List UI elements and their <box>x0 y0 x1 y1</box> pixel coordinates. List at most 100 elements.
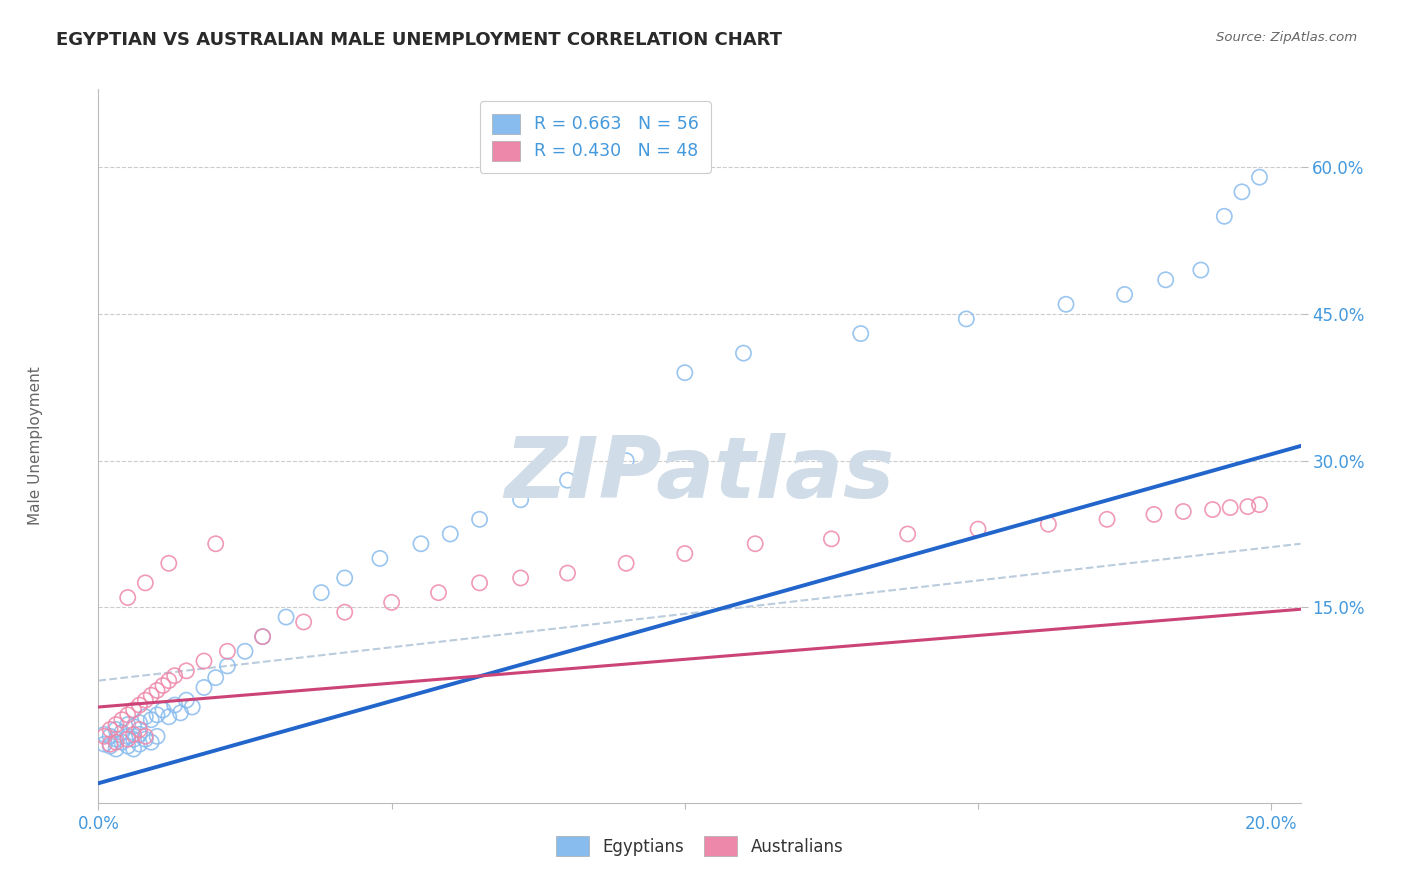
Point <box>468 575 491 590</box>
Point <box>1219 500 1241 515</box>
Point <box>98 729 121 743</box>
Point <box>117 707 139 722</box>
Text: Source: ZipAtlas.com: Source: ZipAtlas.com <box>1216 31 1357 45</box>
Point <box>141 688 163 702</box>
Point <box>849 326 872 341</box>
Point <box>163 698 186 712</box>
Point <box>1114 287 1136 301</box>
Point <box>733 346 755 360</box>
Point <box>111 713 134 727</box>
Point <box>614 453 637 467</box>
Point <box>1249 170 1271 185</box>
Point <box>157 557 180 571</box>
Point <box>193 654 215 668</box>
Point <box>122 703 145 717</box>
Point <box>146 707 169 722</box>
Point <box>128 698 150 712</box>
Point <box>93 727 115 741</box>
Point <box>381 595 404 609</box>
Point <box>673 547 696 561</box>
Point <box>204 671 226 685</box>
Point <box>105 723 128 737</box>
Point <box>181 700 204 714</box>
Point <box>1213 209 1236 223</box>
Point <box>274 610 297 624</box>
Point <box>427 585 450 599</box>
Point <box>117 591 139 605</box>
Point <box>134 575 156 590</box>
Point <box>897 527 920 541</box>
Point <box>333 605 356 619</box>
Point <box>176 664 198 678</box>
Point <box>1173 504 1195 518</box>
Point <box>292 615 315 629</box>
Point <box>1054 297 1077 311</box>
Point <box>233 644 256 658</box>
Point <box>98 723 121 737</box>
Point <box>333 571 356 585</box>
Point <box>1236 500 1258 514</box>
Point <box>134 729 156 743</box>
Point <box>217 644 239 658</box>
Point <box>134 732 156 747</box>
Point <box>820 532 842 546</box>
Point <box>117 739 139 753</box>
Point <box>252 630 274 644</box>
Point <box>122 727 145 741</box>
Point <box>439 527 461 541</box>
Point <box>409 537 432 551</box>
Point <box>105 742 128 756</box>
Point <box>134 693 156 707</box>
Point <box>157 673 180 688</box>
Point <box>117 717 139 731</box>
Point <box>955 312 977 326</box>
Point <box>146 683 169 698</box>
Text: EGYPTIAN VS AUSTRALIAN MALE UNEMPLOYMENT CORRELATION CHART: EGYPTIAN VS AUSTRALIAN MALE UNEMPLOYMENT… <box>56 31 782 49</box>
Point <box>509 571 531 585</box>
Point <box>163 669 186 683</box>
Point <box>744 537 766 551</box>
Point <box>117 729 139 743</box>
Point <box>468 512 491 526</box>
Point <box>1154 273 1177 287</box>
Point <box>122 732 145 747</box>
Point <box>157 710 180 724</box>
Point <box>141 713 163 727</box>
Point <box>98 739 121 753</box>
Legend: Egyptians, Australians: Egyptians, Australians <box>548 830 851 863</box>
Point <box>128 715 150 730</box>
Point <box>1201 502 1223 516</box>
Point <box>111 735 134 749</box>
Point <box>1189 263 1212 277</box>
Text: ZIPatlas: ZIPatlas <box>505 433 894 516</box>
Point <box>1095 512 1118 526</box>
Point <box>967 522 990 536</box>
Y-axis label: Male Unemployment: Male Unemployment <box>28 367 42 525</box>
Point <box>204 537 226 551</box>
Point <box>309 585 332 599</box>
Point <box>128 737 150 751</box>
Point <box>105 735 128 749</box>
Point <box>152 703 174 717</box>
Point <box>509 492 531 507</box>
Point <box>128 727 150 741</box>
Point <box>128 723 150 737</box>
Point <box>93 737 115 751</box>
Point <box>117 732 139 747</box>
Point <box>1230 185 1253 199</box>
Point <box>368 551 391 566</box>
Point <box>152 678 174 692</box>
Point <box>141 735 163 749</box>
Point <box>217 659 239 673</box>
Point <box>1143 508 1166 522</box>
Point <box>122 742 145 756</box>
Point <box>146 729 169 743</box>
Point <box>673 366 696 380</box>
Point <box>557 473 579 487</box>
Point <box>1038 517 1060 532</box>
Point <box>169 706 191 720</box>
Point <box>557 566 579 580</box>
Point <box>252 630 274 644</box>
Point <box>134 710 156 724</box>
Point <box>93 729 115 743</box>
